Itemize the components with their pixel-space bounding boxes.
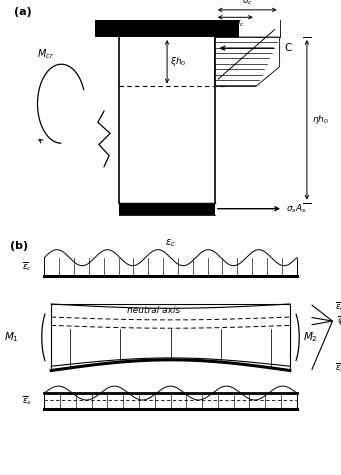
Text: $M_2$: $M_2$	[303, 330, 318, 344]
Text: $M_{cr}$: $M_{cr}$	[38, 48, 55, 61]
Text: (a): (a)	[14, 8, 31, 18]
Bar	[119, 202, 215, 215]
Text: $\omega\sigma_c$: $\omega\sigma_c$	[226, 19, 244, 29]
Text: $\varepsilon_c$: $\varepsilon_c$	[165, 237, 176, 249]
Text: $\sigma_s A_s$: $\sigma_s A_s$	[286, 202, 307, 215]
Text: (b): (b)	[10, 241, 28, 251]
Bar	[95, 20, 239, 37]
Text: $\overline{\varphi}$: $\overline{\varphi}$	[337, 314, 341, 328]
Text: $\overline{\varepsilon}_c$: $\overline{\varepsilon}_c$	[22, 260, 32, 273]
Text: $\xi h_0$: $\xi h_0$	[170, 55, 187, 68]
Polygon shape	[215, 37, 280, 86]
Text: $\overline{\varepsilon}_c$: $\overline{\varepsilon}_c$	[335, 300, 341, 313]
Text: $\overline{\varepsilon}_s$: $\overline{\varepsilon}_s$	[22, 394, 32, 407]
Text: neutral axis: neutral axis	[127, 306, 180, 315]
Text: $\eta h_0$: $\eta h_0$	[312, 114, 329, 126]
Text: $\sigma_c$: $\sigma_c$	[242, 0, 253, 8]
Text: C: C	[285, 43, 292, 53]
Text: $\overline{\varepsilon}_s$: $\overline{\varepsilon}_s$	[335, 362, 341, 374]
Text: $M_1$: $M_1$	[4, 330, 19, 344]
